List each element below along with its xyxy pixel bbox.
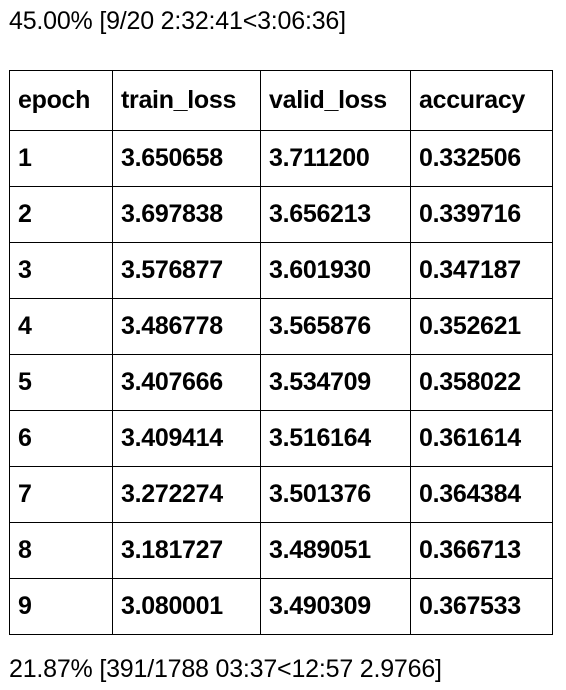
- cell-train-loss: 3.486778: [112, 298, 261, 355]
- table-row: 4 3.486778 3.565876 0.352621: [9, 298, 553, 355]
- table-row: 1 3.650658 3.711200 0.332506: [9, 130, 553, 187]
- column-header-epoch: epoch: [9, 70, 113, 131]
- cell-accuracy: 0.367533: [410, 578, 553, 635]
- table-row: 5 3.407666 3.534709 0.358022: [9, 354, 553, 411]
- cell-accuracy: 0.347187: [410, 242, 553, 299]
- cell-train-loss: 3.576877: [112, 242, 261, 299]
- table-row: 7 3.272274 3.501376 0.364384: [9, 466, 553, 523]
- cell-train-loss: 3.409414: [112, 410, 261, 467]
- column-header-accuracy: accuracy: [410, 70, 553, 131]
- table-body: 1 3.650658 3.711200 0.332506 2 3.697838 …: [9, 130, 553, 635]
- cell-accuracy: 0.339716: [410, 186, 553, 243]
- column-header-train-loss: train_loss: [112, 70, 261, 131]
- column-header-valid-loss: valid_loss: [260, 70, 411, 131]
- cell-train-loss: 3.272274: [112, 466, 261, 523]
- cell-epoch: 9: [9, 578, 113, 635]
- cell-valid-loss: 3.516164: [260, 410, 411, 467]
- cell-train-loss: 3.650658: [112, 130, 261, 187]
- cell-valid-loss: 3.490309: [260, 578, 411, 635]
- cell-epoch: 5: [9, 354, 113, 411]
- cell-valid-loss: 3.501376: [260, 466, 411, 523]
- cell-accuracy: 0.332506: [410, 130, 553, 187]
- cell-train-loss: 3.697838: [112, 186, 261, 243]
- cell-valid-loss: 3.565876: [260, 298, 411, 355]
- cell-valid-loss: 3.711200: [260, 130, 411, 187]
- training-metrics-table: epoch train_loss valid_loss accuracy 1 3…: [9, 70, 553, 635]
- cell-valid-loss: 3.534709: [260, 354, 411, 411]
- cell-accuracy: 0.366713: [410, 522, 553, 579]
- cell-accuracy: 0.352621: [410, 298, 553, 355]
- batch-progress-text: 21.87% [391/1788 03:37<12:57 2.9766]: [9, 655, 442, 683]
- cell-epoch: 1: [9, 130, 113, 187]
- cell-train-loss: 3.181727: [112, 522, 261, 579]
- cell-epoch: 3: [9, 242, 113, 299]
- epoch-progress-text: 45.00% [9/20 2:32:41<3:06:36]: [9, 7, 346, 35]
- cell-accuracy: 0.364384: [410, 466, 553, 523]
- cell-epoch: 2: [9, 186, 113, 243]
- cell-epoch: 8: [9, 522, 113, 579]
- table-header: epoch train_loss valid_loss accuracy: [9, 70, 553, 131]
- cell-train-loss: 3.080001: [112, 578, 261, 635]
- cell-accuracy: 0.361614: [410, 410, 553, 467]
- cell-accuracy: 0.358022: [410, 354, 553, 411]
- table-row: 6 3.409414 3.516164 0.361614: [9, 410, 553, 467]
- cell-valid-loss: 3.601930: [260, 242, 411, 299]
- table-row: 8 3.181727 3.489051 0.366713: [9, 522, 553, 579]
- cell-epoch: 7: [9, 466, 113, 523]
- table-row: 3 3.576877 3.601930 0.347187: [9, 242, 553, 299]
- cell-valid-loss: 3.656213: [260, 186, 411, 243]
- cell-epoch: 6: [9, 410, 113, 467]
- header-row: epoch train_loss valid_loss accuracy: [9, 70, 553, 131]
- table-row: 2 3.697838 3.656213 0.339716: [9, 186, 553, 243]
- table-row: 9 3.080001 3.490309 0.367533: [9, 578, 553, 635]
- cell-valid-loss: 3.489051: [260, 522, 411, 579]
- cell-train-loss: 3.407666: [112, 354, 261, 411]
- cell-epoch: 4: [9, 298, 113, 355]
